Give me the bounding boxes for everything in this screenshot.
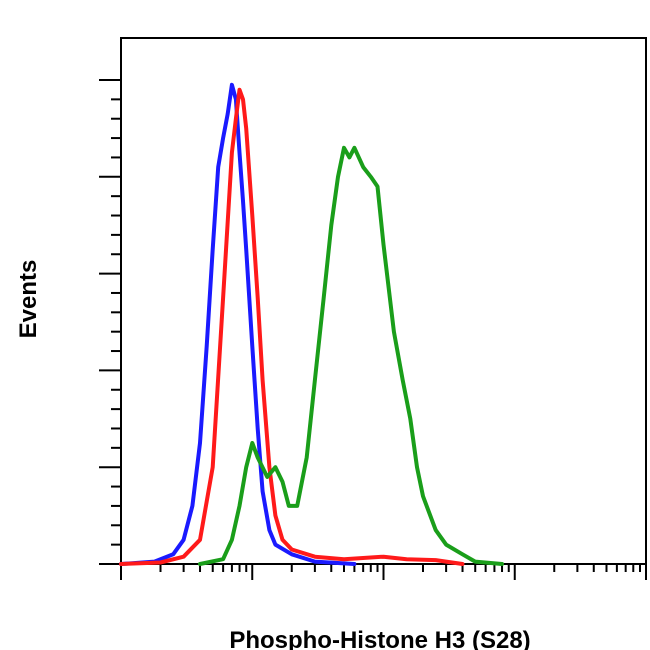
y-axis-ticks <box>99 79 121 565</box>
series-line-2 <box>119 87 465 566</box>
x-axis-title: Phospho-Histone H3 (S28) <box>229 627 530 650</box>
series-line-1 <box>119 82 357 566</box>
x-axis-ticks <box>120 564 647 580</box>
y-axis-title: Events <box>15 260 42 339</box>
series-layer <box>119 82 504 566</box>
series-line-3 <box>198 145 504 566</box>
plot-frame <box>120 37 647 565</box>
